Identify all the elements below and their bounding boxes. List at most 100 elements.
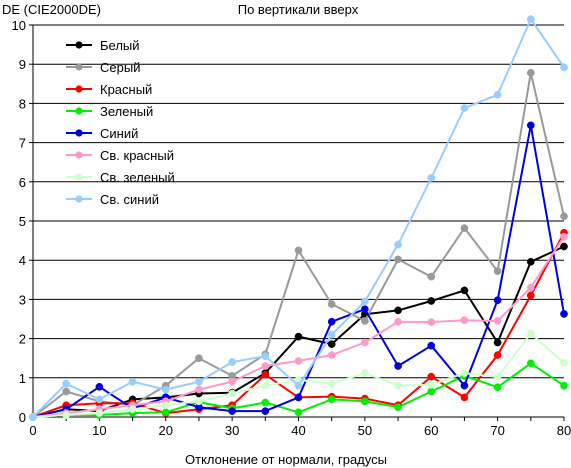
- legend-label: Белый: [100, 38, 140, 53]
- data-point: [361, 338, 369, 347]
- data-point: [560, 310, 568, 318]
- data-point: [493, 373, 502, 381]
- legend-label: Зеленый: [100, 104, 153, 119]
- data-point: [560, 242, 568, 251]
- data-point: [294, 246, 303, 255]
- y-tick-label: 5: [19, 214, 26, 229]
- data-point: [327, 379, 336, 388]
- data-point: [327, 330, 336, 339]
- data-point: [493, 383, 502, 392]
- data-point: [29, 413, 37, 421]
- data-point: [261, 362, 270, 370]
- data-point: [526, 359, 535, 368]
- data-point: [560, 63, 568, 72]
- data-point: [62, 387, 71, 396]
- legend-item: Красный: [66, 82, 152, 97]
- data-point: [195, 354, 203, 363]
- x-tick-label: 60: [424, 423, 438, 438]
- legend-label: Св. красный: [100, 148, 174, 163]
- legend: Белый Серый Красный Зеленый Синий Св. красный…: [66, 38, 175, 207]
- data-point: [95, 409, 104, 417]
- y-tick-label: 2: [19, 332, 26, 347]
- data-point: [394, 381, 402, 390]
- x-tick-label: 50: [358, 423, 372, 438]
- data-point: [526, 121, 535, 130]
- legend-label: Красный: [100, 82, 152, 97]
- data-point: [62, 379, 71, 388]
- x-tick-label: 40: [291, 423, 305, 438]
- data-point: [128, 377, 137, 386]
- data-point: [427, 297, 436, 305]
- legend-swatch-marker: [75, 129, 83, 137]
- data-point: [261, 370, 270, 379]
- data-point: [427, 174, 436, 182]
- legend-label: Серый: [100, 60, 140, 75]
- x-tick-label: 20: [159, 423, 173, 438]
- series-7: [29, 329, 568, 421]
- data-point: [427, 318, 436, 326]
- data-point: [427, 372, 436, 381]
- data-point: [493, 267, 502, 276]
- data-point: [327, 351, 336, 359]
- legend-item: Синий: [66, 126, 138, 141]
- plot-area: [29, 15, 568, 421]
- data-point: [294, 332, 303, 341]
- legend-item: Зеленый: [66, 104, 153, 119]
- data-point: [526, 257, 535, 266]
- data-point: [261, 407, 270, 415]
- data-point: [394, 255, 402, 264]
- data-point: [394, 362, 402, 370]
- data-point: [493, 317, 502, 325]
- legend-label: Синий: [100, 126, 138, 141]
- data-point: [95, 382, 104, 391]
- data-point: [394, 317, 402, 326]
- data-point: [361, 297, 369, 306]
- x-tick-label: 30: [225, 423, 239, 438]
- data-point: [394, 403, 402, 412]
- legend-swatch-marker: [75, 63, 83, 71]
- data-point: [327, 395, 336, 404]
- y-tick-label: 4: [19, 253, 26, 268]
- data-point: [526, 329, 535, 338]
- data-point: [261, 381, 270, 390]
- data-point: [261, 352, 270, 361]
- data-point: [294, 408, 303, 417]
- axes: 0 1 2 3 4 5 6 7 8 9 10 0 10 20 30 40 50 60 70 80: [12, 18, 571, 438]
- data-point: [526, 15, 535, 23]
- data-point: [460, 393, 469, 402]
- data-point: [161, 401, 170, 410]
- data-point: [361, 305, 369, 314]
- data-point: [493, 90, 502, 99]
- legend-swatch-marker: [75, 195, 83, 203]
- data-point: [427, 381, 436, 389]
- data-point: [460, 286, 469, 295]
- data-point: [560, 381, 568, 390]
- data-point: [361, 397, 369, 406]
- data-point: [294, 393, 303, 402]
- data-point: [327, 340, 336, 348]
- y-axis-label: DE (CIE2000DE): [2, 2, 101, 17]
- legend-swatch-marker: [75, 85, 83, 93]
- data-point: [195, 397, 203, 406]
- data-point: [128, 405, 137, 414]
- data-point: [526, 68, 535, 77]
- data-point: [394, 306, 402, 315]
- data-point: [460, 224, 469, 232]
- legend-label: Св. зеленый: [100, 170, 175, 185]
- legend-item: Св. зеленый: [66, 170, 175, 185]
- data-point: [560, 232, 568, 241]
- y-tick-label: 3: [19, 292, 26, 307]
- legend-item: Св. синий: [66, 192, 159, 207]
- data-point: [560, 212, 568, 221]
- legend-swatch-marker: [75, 173, 83, 181]
- data-point: [228, 377, 236, 386]
- data-point: [161, 408, 170, 417]
- x-tick-label: 0: [29, 423, 36, 438]
- data-point: [195, 377, 203, 386]
- data-point: [228, 358, 236, 366]
- data-point: [294, 357, 303, 365]
- legend-swatch-marker: [75, 41, 83, 49]
- data-point: [161, 385, 170, 394]
- data-point: [361, 317, 369, 325]
- y-tick-label: 1: [19, 371, 26, 386]
